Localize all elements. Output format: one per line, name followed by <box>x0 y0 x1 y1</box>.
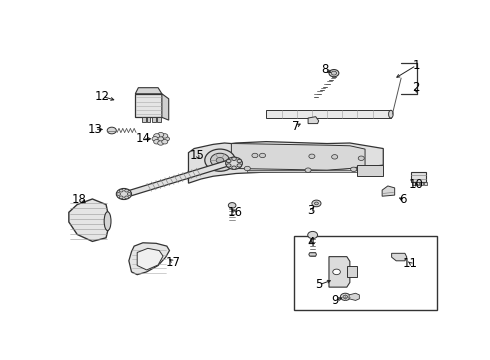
Circle shape <box>228 203 236 208</box>
Bar <box>416 182 419 185</box>
Circle shape <box>260 153 266 158</box>
Circle shape <box>252 153 258 158</box>
Polygon shape <box>308 117 318 123</box>
Circle shape <box>154 140 160 144</box>
Circle shape <box>127 193 131 195</box>
Text: 9: 9 <box>331 294 339 307</box>
Text: 14: 14 <box>135 132 150 145</box>
Circle shape <box>226 159 231 163</box>
Circle shape <box>124 196 128 199</box>
Polygon shape <box>329 257 350 287</box>
Polygon shape <box>119 159 234 199</box>
Polygon shape <box>157 117 161 122</box>
Circle shape <box>226 157 243 169</box>
Circle shape <box>155 135 167 143</box>
Polygon shape <box>267 110 391 118</box>
Circle shape <box>124 189 128 192</box>
Circle shape <box>211 153 229 167</box>
Polygon shape <box>69 199 110 242</box>
Text: 4: 4 <box>307 236 315 249</box>
Polygon shape <box>189 141 383 183</box>
Circle shape <box>117 193 121 195</box>
Polygon shape <box>247 170 369 172</box>
Polygon shape <box>147 117 150 122</box>
Text: 17: 17 <box>166 256 181 269</box>
Polygon shape <box>152 117 156 122</box>
Bar <box>412 182 415 185</box>
Polygon shape <box>135 94 162 117</box>
Circle shape <box>329 69 339 77</box>
Circle shape <box>163 136 170 141</box>
Circle shape <box>308 231 318 239</box>
Polygon shape <box>309 253 317 256</box>
Polygon shape <box>129 243 170 275</box>
Circle shape <box>158 141 164 145</box>
Circle shape <box>120 196 123 199</box>
Polygon shape <box>349 293 359 301</box>
Text: 12: 12 <box>95 90 110 103</box>
Polygon shape <box>137 248 163 270</box>
Circle shape <box>332 155 338 159</box>
Polygon shape <box>231 144 365 170</box>
Text: 3: 3 <box>307 204 315 217</box>
Circle shape <box>205 149 235 171</box>
Circle shape <box>237 159 242 163</box>
Text: 10: 10 <box>409 178 424 191</box>
Circle shape <box>341 293 350 301</box>
Text: 2: 2 <box>413 81 420 94</box>
Text: 5: 5 <box>315 278 322 291</box>
Text: 1: 1 <box>413 59 420 72</box>
Circle shape <box>232 166 236 169</box>
Circle shape <box>152 136 158 141</box>
Text: 6: 6 <box>399 193 407 206</box>
Ellipse shape <box>389 110 393 118</box>
Circle shape <box>120 189 123 192</box>
Circle shape <box>154 134 160 138</box>
Circle shape <box>312 200 321 207</box>
Circle shape <box>116 188 131 199</box>
Text: 18: 18 <box>72 193 87 206</box>
Text: 11: 11 <box>403 257 418 270</box>
Circle shape <box>305 168 311 172</box>
Text: 13: 13 <box>87 123 102 136</box>
Circle shape <box>315 202 318 205</box>
Polygon shape <box>382 186 394 196</box>
Circle shape <box>226 164 231 167</box>
Bar <box>294 235 437 310</box>
Text: 16: 16 <box>228 206 243 219</box>
Polygon shape <box>162 94 169 120</box>
Ellipse shape <box>104 212 111 231</box>
Circle shape <box>309 154 315 158</box>
Circle shape <box>358 156 364 161</box>
Circle shape <box>232 157 236 161</box>
Text: 15: 15 <box>190 149 205 162</box>
Circle shape <box>237 164 242 167</box>
Circle shape <box>162 134 168 138</box>
Polygon shape <box>411 172 426 183</box>
Circle shape <box>331 71 337 75</box>
Polygon shape <box>135 88 162 94</box>
Circle shape <box>333 269 341 275</box>
Bar <box>420 182 423 185</box>
Text: 8: 8 <box>321 63 329 76</box>
Circle shape <box>216 157 224 163</box>
Circle shape <box>245 166 250 171</box>
Circle shape <box>351 167 357 172</box>
Circle shape <box>162 140 168 144</box>
Polygon shape <box>358 165 383 176</box>
Polygon shape <box>142 117 146 122</box>
Polygon shape <box>347 266 357 278</box>
Text: 7: 7 <box>292 120 300 133</box>
Polygon shape <box>392 253 407 261</box>
Bar <box>423 182 427 185</box>
Circle shape <box>107 127 116 134</box>
Circle shape <box>158 132 164 137</box>
Circle shape <box>343 295 347 298</box>
